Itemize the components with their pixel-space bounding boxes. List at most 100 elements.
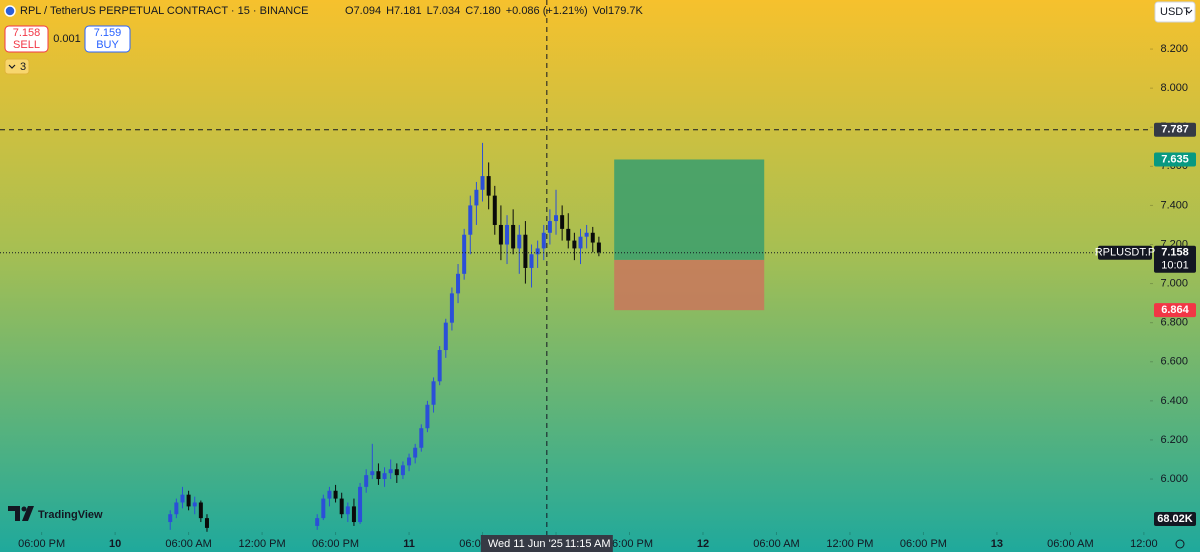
candle-body (474, 189, 479, 206)
candle-body (584, 232, 589, 237)
candle-body (370, 471, 375, 476)
candle-body (204, 518, 209, 528)
settings-icon[interactable] (1175, 539, 1185, 549)
target-label: 7.635 (1161, 153, 1189, 165)
x-tick-label: 06:00 PM (18, 538, 65, 550)
ohlc-value: 7.034 (433, 5, 461, 17)
x-tick-label: 06:00 PM (606, 538, 653, 550)
candle-body (566, 228, 571, 241)
candle-body (400, 465, 405, 476)
y-tick-label: 7.000 (1160, 277, 1188, 289)
candle-body (315, 518, 320, 526)
x-tick-label: 12:00 (1130, 538, 1158, 550)
candle-body (541, 232, 546, 249)
crosshair-y-label-bg (1154, 122, 1196, 137)
candle-body (578, 236, 583, 249)
currency-button[interactable] (1154, 1, 1196, 23)
candle-body (590, 232, 595, 243)
symbol-title[interactable]: RPL / TetherUS PERPETUAL CONTRACT · 15 ·… (20, 5, 309, 17)
target-label-bg (1154, 152, 1196, 167)
indicators-toggle[interactable] (4, 58, 30, 75)
x-tick-label: 06:00 AM (165, 538, 211, 550)
y-tick-label: 7.400 (1160, 199, 1188, 211)
candle-body (431, 381, 436, 405)
candle-body (529, 254, 534, 268)
candle-body (364, 475, 369, 487)
ohlc-label: O (345, 5, 354, 17)
candle-body (462, 234, 467, 274)
x-tick-label: 06:00 PM (900, 538, 947, 550)
candle-body (437, 350, 442, 382)
ohlc-value: 7.181 (394, 5, 422, 17)
logo-mark (21, 506, 27, 512)
ohlc-value: 7.094 (354, 5, 382, 17)
spread: 0.001 (53, 33, 81, 45)
position-stop (614, 259, 765, 311)
candle-body (498, 224, 503, 245)
change: +0.086 (+1.21%) (506, 5, 588, 17)
y-tick-label: 8.200 (1160, 43, 1188, 55)
chevron-icon (8, 64, 16, 69)
candle-body (198, 502, 203, 519)
symbol-tag: RPLUSDT.P (1095, 247, 1156, 259)
candle-body (554, 215, 559, 222)
stop-label-bg (1154, 303, 1196, 318)
candle-body (596, 242, 601, 253)
logo-mark (8, 506, 34, 521)
buy-label: BUY (96, 39, 119, 51)
volume-tag-bg (1154, 512, 1196, 526)
candle-body (321, 498, 326, 519)
sell-label: SELL (13, 39, 40, 51)
ohlc-legend: O7.094 H7.181 L7.034 C7.180 +0.086 (+1.21%) V… (345, 5, 643, 17)
x-tick-label: 12:00 PM (826, 538, 873, 550)
ohlc-value: 7.180 (473, 5, 501, 17)
volume-value: 179.7K (608, 5, 644, 17)
x-tick-label: 13 (991, 538, 1003, 550)
crosshair-x-time: 11:15 AM (565, 538, 611, 550)
x-tick-label: 12 (697, 538, 709, 550)
sell-button[interactable] (4, 25, 49, 53)
last-price-bg (1154, 245, 1196, 273)
y-tick-label: 6.800 (1160, 317, 1188, 329)
candle-body (511, 224, 516, 249)
x-tick-label: 10 (109, 538, 121, 550)
candle-body (443, 322, 448, 351)
buy-button[interactable] (84, 25, 131, 53)
buy-price: 7.159 (94, 27, 122, 39)
overlay: RPL / TetherUS PERPETUAL CONTRACT · 15 ·… (4, 1, 1196, 549)
candle-body (333, 490, 338, 499)
crosshair-x-label-bg (480, 535, 613, 552)
candle-body (425, 404, 430, 429)
candle-body (382, 473, 387, 480)
x-tick-label: 12:00 PM (239, 538, 286, 550)
y-tick-label: 6.600 (1160, 356, 1188, 368)
candle-body (174, 502, 179, 515)
ohlc-label: L (427, 5, 433, 17)
candle-body (486, 176, 491, 196)
ohlc-label: H (386, 5, 394, 17)
indicators-count: 3 (20, 61, 26, 73)
candle-body (560, 215, 565, 229)
candle-body (186, 494, 191, 507)
x-tick-label: 06:00 AM (753, 538, 799, 550)
y-tick-label: 6.200 (1160, 434, 1188, 446)
y-tick-label: 6.400 (1160, 395, 1188, 407)
candle-body (480, 176, 485, 190)
volume-tag: 68.02K (1157, 513, 1193, 525)
candle-body (413, 447, 418, 458)
ohlc-label: C (465, 5, 473, 17)
candle-body (388, 469, 393, 474)
ohlc-text: O7.094 H7.181 L7.034 C7.180 +0.086 (+1.21%) V… (345, 5, 643, 17)
candle-body (339, 498, 344, 515)
x-tick-label: 06:00 PM (312, 538, 359, 550)
y-tick-label: 6.000 (1160, 473, 1188, 485)
chevron-icon (1185, 9, 1193, 14)
candle-body (547, 221, 552, 233)
candle-body (523, 234, 528, 268)
candle-body (376, 471, 381, 480)
symbol-tag-bg (1098, 245, 1152, 260)
